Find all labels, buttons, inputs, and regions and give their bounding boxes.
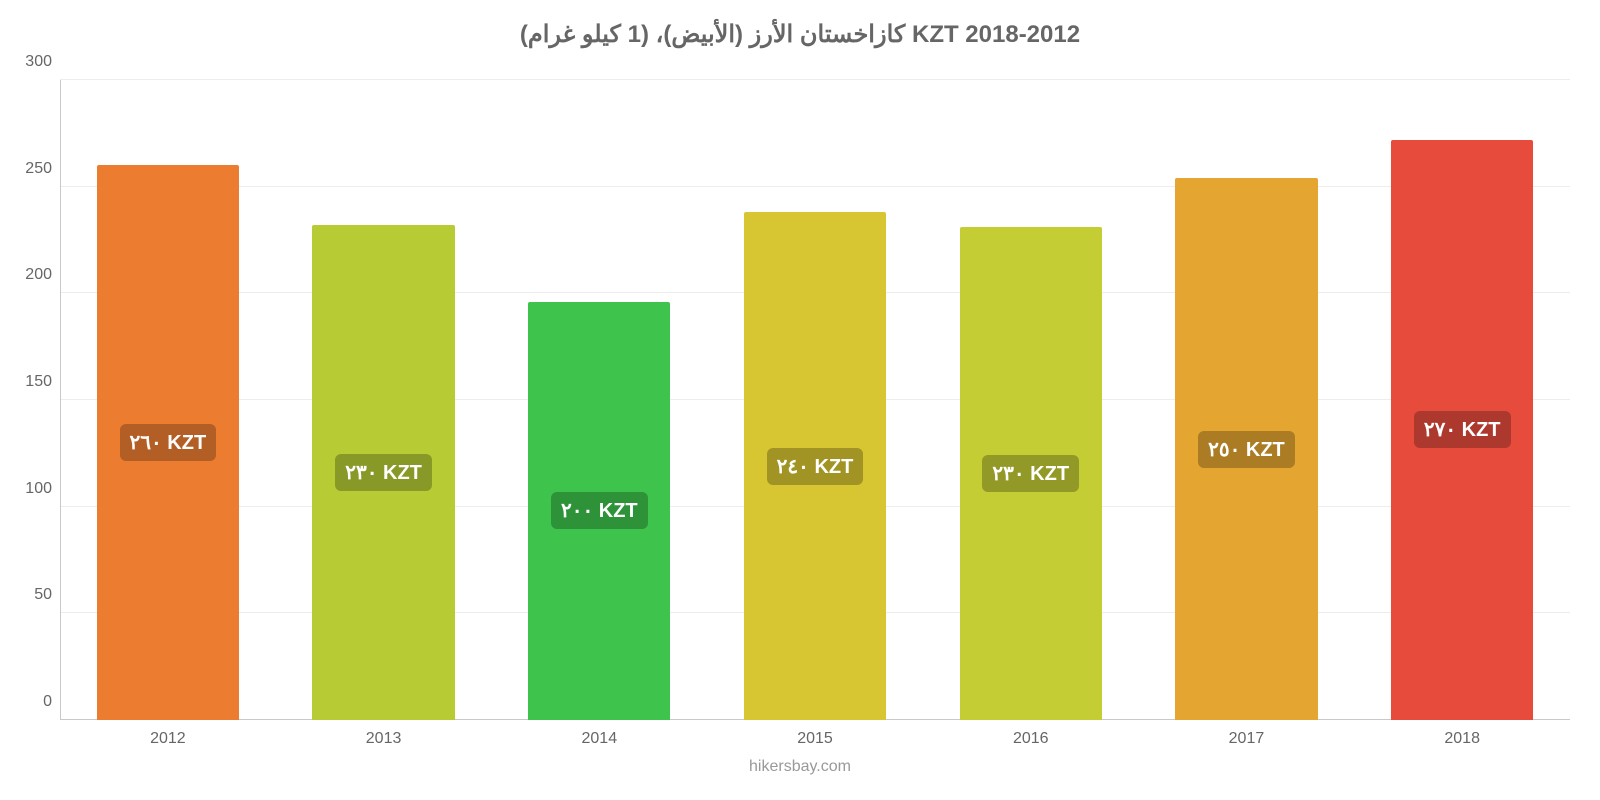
y-tick: 150 [25,373,60,391]
y-tick: 0 [43,693,60,711]
bar-slot: ٢٦٠ KZT 2012 [60,80,276,720]
chart-title: كازاخستان الأرز (الأبيض)، (1 كيلو غرام) … [0,20,1600,49]
bar: ٢٠٠ KZT [528,302,670,720]
y-tick: 200 [25,266,60,284]
y-tick: 100 [25,480,60,498]
y-tick: 50 [34,586,60,604]
x-tick: 2015 [797,720,833,748]
bar: ٢٥٠ KZT [1175,178,1317,720]
bar-slot: ٢٥٠ KZT 2017 [1139,80,1355,720]
bars-container: ٢٦٠ KZT 2012 ٢٣٠ KZT 2013 ٢٠٠ KZT 2014 ٢… [60,80,1570,720]
credit-text: hikersbay.com [0,758,1600,776]
bar: ٢٧٠ KZT [1391,140,1533,720]
bar-slot: ٢٠٠ KZT 2014 [491,80,707,720]
y-tick: 250 [25,160,60,178]
bar: ٢٦٠ KZT [97,165,239,720]
x-tick: 2014 [582,720,618,748]
x-tick: 2012 [150,720,186,748]
bar: ٢٤٠ KZT [744,212,886,720]
bar-chart: كازاخستان الأرز (الأبيض)، (1 كيلو غرام) … [0,0,1600,800]
x-tick: 2017 [1229,720,1265,748]
x-tick: 2016 [1013,720,1049,748]
y-tick: 300 [25,53,60,71]
bar-value-label: ٢٦٠ KZT [120,424,217,461]
x-tick: 2018 [1444,720,1480,748]
bar-slot: ٢٧٠ KZT 2018 [1354,80,1570,720]
bar: ٢٣٠ KZT [960,227,1102,720]
bar-value-label: ٢٧٠ KZT [1414,411,1511,448]
bar-value-label: ٢٤٠ KZT [767,448,864,485]
bar-value-label: ٢٠٠ KZT [551,492,648,529]
bar-slot: ٢٣٠ KZT 2016 [923,80,1139,720]
bar-slot: ٢٣٠ KZT 2013 [276,80,492,720]
bar: ٢٣٠ KZT [312,225,454,720]
bar-value-label: ٢٥٠ KZT [1198,431,1295,468]
plot-area: 0 50 100 150 200 250 300 ٢٦٠ KZT 2012 [60,80,1570,720]
x-tick: 2013 [366,720,402,748]
bar-value-label: ٢٣٠ KZT [335,454,432,491]
bar-slot: ٢٤٠ KZT 2015 [707,80,923,720]
bar-value-label: ٢٣٠ KZT [982,455,1079,492]
